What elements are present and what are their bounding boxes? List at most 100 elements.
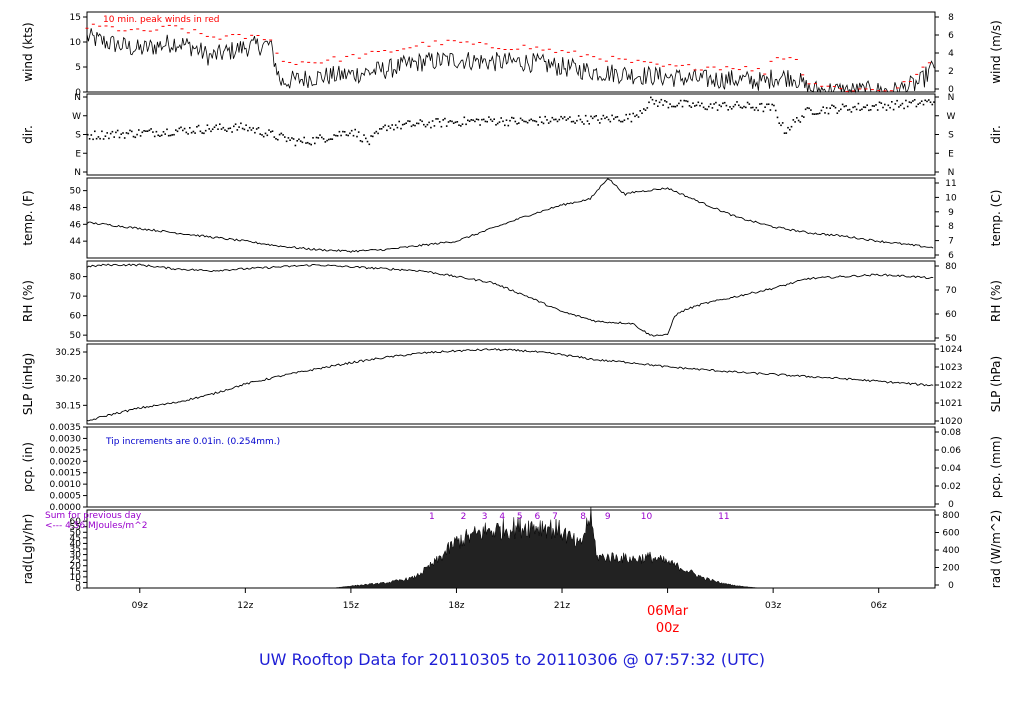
direction-point [669, 103, 671, 105]
y-tick-label: 0.0005 [50, 492, 82, 502]
direction-point [796, 117, 798, 119]
y-axis-title: temp. (F) [21, 190, 35, 245]
y-tick-label: W [72, 112, 81, 122]
direction-point [658, 101, 661, 104]
direction-point [621, 120, 624, 123]
direction-point [317, 137, 320, 139]
direction-point [831, 104, 833, 107]
direction-point [804, 108, 807, 111]
direction-point [102, 138, 105, 140]
direction-point [766, 103, 768, 106]
y-tick-label-right: 0 [948, 500, 954, 510]
direction-point [368, 143, 371, 146]
y-tick-label-right: 8 [948, 222, 954, 232]
direction-point [113, 136, 115, 138]
direction-point [873, 105, 875, 107]
direction-point [438, 121, 441, 123]
direction-point [769, 109, 772, 111]
direction-point [555, 118, 557, 121]
direction-point [634, 115, 636, 118]
direction-point [268, 129, 270, 131]
direction-point [878, 101, 881, 104]
direction-point [350, 129, 353, 132]
panel-frame [86, 260, 936, 342]
y-tick-label: 0.0000 [50, 503, 82, 513]
direction-point [261, 134, 263, 136]
date-marker-day: 06Mar [647, 604, 689, 619]
direction-point [713, 103, 715, 105]
y-tick-label-right: 0.06 [941, 446, 961, 456]
y-tick-label-right: 1022 [940, 381, 963, 391]
direction-point [116, 129, 119, 132]
direction-point [602, 114, 605, 117]
direction-point [101, 130, 103, 133]
direction-point [722, 102, 724, 105]
direction-point [651, 98, 654, 101]
y-tick-label-right: 1020 [940, 417, 963, 427]
panel-rad: 0510152025303540455055600200400600800rad… [21, 507, 1003, 594]
direction-point [416, 122, 418, 125]
direction-point [264, 132, 267, 135]
direction-point [565, 119, 568, 121]
y-tick-label-right: 8 [948, 13, 954, 23]
direction-point [278, 133, 281, 136]
direction-point [518, 122, 520, 124]
direction-point [465, 123, 467, 126]
direction-point [169, 134, 172, 137]
direction-point [667, 106, 670, 109]
direction-point [190, 131, 193, 134]
direction-point [271, 130, 274, 132]
direction-point [579, 118, 582, 121]
direction-point [150, 128, 152, 130]
direction-point [504, 124, 506, 127]
direction-point [618, 119, 620, 122]
direction-point [562, 117, 564, 120]
direction-point [715, 101, 717, 104]
direction-point [609, 120, 612, 123]
direction-point [262, 135, 265, 138]
direction-point [845, 105, 847, 107]
direction-point [301, 141, 304, 144]
y-axis-title: pcp. (in) [21, 442, 35, 492]
direction-point [219, 123, 221, 125]
direction-point [294, 144, 297, 147]
y-tick-label: 5 [75, 63, 81, 73]
hour-marker: 3 [482, 512, 488, 522]
direction-point [224, 129, 226, 131]
x-tick-label: 09z [132, 601, 148, 611]
direction-point [104, 135, 107, 137]
direction-point [203, 132, 205, 135]
direction-point [718, 104, 721, 106]
direction-point [273, 136, 276, 138]
direction-point [871, 105, 874, 107]
direction-point [657, 105, 659, 107]
direction-point [537, 124, 539, 126]
direction-point [660, 98, 663, 101]
direction-point [686, 100, 689, 103]
direction-point [671, 105, 673, 108]
direction-point [306, 141, 309, 144]
direction-point [655, 99, 657, 102]
panel-wind: 0 5 10 15 0 2 4 6 8 wind (kts) wind (m/s) 10 min. p… [21, 11, 1003, 98]
direction-point [597, 119, 599, 121]
direction-point [345, 134, 348, 136]
direction-point [136, 133, 138, 136]
direction-point [912, 100, 914, 102]
y-tick-label-right: 0.04 [941, 464, 961, 474]
y-tick-label: 30 [70, 551, 82, 561]
direction-point [799, 121, 802, 123]
direction-point [533, 120, 536, 122]
direction-point [803, 116, 805, 118]
x-tick-label: 15z [343, 601, 359, 611]
y-tick-label: 30.15 [55, 401, 81, 411]
direction-point [410, 125, 413, 128]
direction-point [843, 105, 846, 108]
direction-point [593, 115, 596, 118]
direction-point [380, 128, 383, 130]
direction-point [435, 118, 437, 120]
x-tick-label: 03z [765, 601, 781, 611]
direction-point [440, 125, 443, 128]
direction-point [613, 118, 615, 120]
y-tick-label-right: 0.08 [941, 428, 961, 438]
